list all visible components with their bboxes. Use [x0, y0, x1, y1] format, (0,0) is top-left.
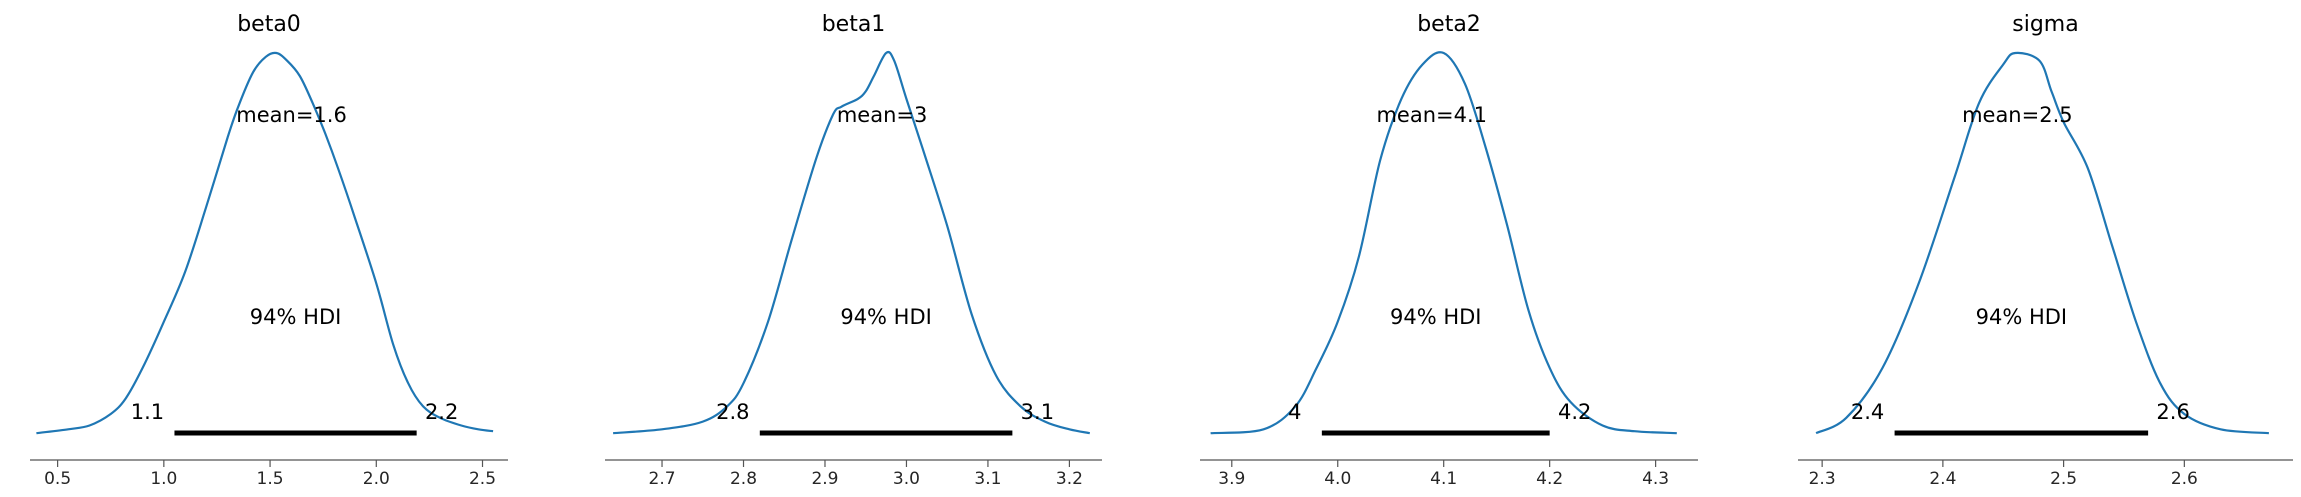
- x-tick-label: 1.0: [150, 469, 177, 489]
- x-tick-label: 2.3: [1809, 469, 1836, 489]
- density-line: [613, 50, 1091, 435]
- panel-sigma: sigma 2.4 2.6 94% HDI mean=2.5 2.3 2.4 2.5 2.6: [1798, 12, 2293, 489]
- x-tick-label: 3.1: [974, 469, 1001, 489]
- panel-title: beta2: [1417, 12, 1481, 37]
- x-tick-label: 2.0: [363, 469, 390, 489]
- x-tick-label: 0.5: [44, 469, 71, 489]
- hdi-label: 94% HDI: [1390, 305, 1482, 329]
- density-line: [36, 51, 494, 435]
- x-tick-label: 2.6: [2171, 469, 2198, 489]
- x-tick-label: 2.9: [811, 469, 838, 489]
- panel-beta0: beta0 1.1 2.2 94% HDI mean=1.6 0.5 1.0 1.5 2.0 2.…: [30, 12, 508, 489]
- panel-beta2: beta2 4 4.2 94% HDI mean=4.1 3.9 4.0 4.1 4.2 4.3: [1200, 12, 1698, 489]
- x-tick-label: 2.7: [649, 469, 676, 489]
- x-tick-label: 2.8: [730, 469, 757, 489]
- hdi-label: 94% HDI: [840, 305, 932, 329]
- x-tick-label: 3.2: [1056, 469, 1083, 489]
- x-tick-label: 3.0: [893, 469, 920, 489]
- density-line: [1210, 51, 1677, 435]
- mean-label: mean=4.1: [1376, 103, 1487, 127]
- panel-title: beta1: [822, 12, 886, 37]
- mean-label: mean=2.5: [1962, 103, 2073, 127]
- hdi-low-label: 2.4: [1851, 400, 1884, 424]
- panel-title: sigma: [2012, 12, 2078, 37]
- hdi-high-label: 3.1: [1021, 400, 1054, 424]
- x-tick-label: 4.3: [1642, 469, 1669, 489]
- panel-beta1: beta1 2.8 3.1 94% HDI mean=3 2.7 2.8 2.9 3.0 3.1 3…: [605, 12, 1102, 489]
- x-tick-label: 1.5: [257, 469, 284, 489]
- x-tick-label: 4.0: [1324, 469, 1351, 489]
- hdi-high-label: 2.2: [425, 400, 458, 424]
- x-tick-label: 3.9: [1218, 469, 1245, 489]
- panel-title: beta0: [237, 12, 301, 37]
- hdi-low-label: 1.1: [131, 400, 164, 424]
- x-tick-label: 2.5: [2050, 469, 2077, 489]
- density-line: [1815, 51, 2269, 435]
- mean-label: mean=3: [837, 103, 928, 127]
- mean-label: mean=1.6: [236, 103, 347, 127]
- hdi-label: 94% HDI: [250, 305, 342, 329]
- hdi-low-label: 2.8: [716, 400, 749, 424]
- hdi-low-label: 4: [1288, 400, 1301, 424]
- x-tick-label: 4.2: [1536, 469, 1563, 489]
- x-tick-label: 2.5: [469, 469, 496, 489]
- hdi-high-label: 4.2: [1558, 400, 1591, 424]
- hdi-label: 94% HDI: [1976, 305, 2068, 329]
- x-tick-label: 4.1: [1430, 469, 1457, 489]
- hdi-high-label: 2.6: [2156, 400, 2189, 424]
- x-tick-label: 2.4: [1929, 469, 1956, 489]
